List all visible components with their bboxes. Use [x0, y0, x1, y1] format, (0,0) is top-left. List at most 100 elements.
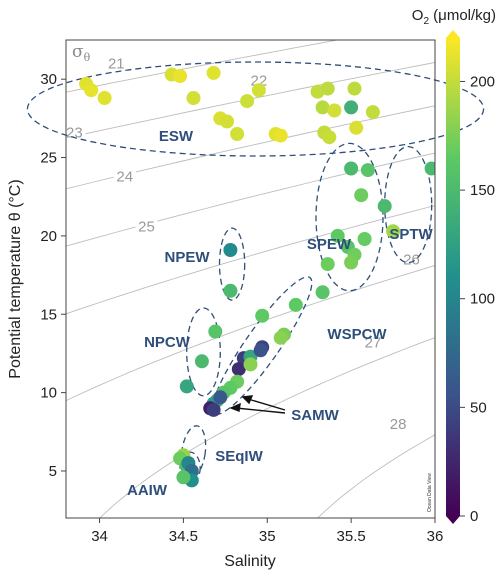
- y-axis-label: Potential temperature θ (°C): [7, 179, 24, 378]
- data-point: [208, 324, 223, 339]
- sigma-theta-symbol: σθ: [72, 42, 91, 64]
- npew-outline: [218, 227, 246, 301]
- data-point: [357, 232, 372, 246]
- samw-arrowhead-upper: [241, 395, 254, 405]
- y-tick-label: 5: [49, 463, 57, 480]
- data-point: [386, 224, 401, 239]
- data-point: [320, 81, 335, 96]
- x-axis-label: Salinity: [224, 553, 276, 570]
- samw-arrow-lower: [235, 407, 286, 414]
- data-point: [230, 127, 245, 141]
- isopycnal-label-bg: [113, 166, 136, 185]
- spew-outline: [315, 142, 384, 292]
- colorbar-tick-label: 200: [470, 73, 495, 90]
- isopycnal-label: 26: [403, 251, 420, 268]
- data-point: [330, 228, 345, 243]
- label-esw: ESW: [159, 128, 194, 145]
- data-point: [322, 130, 337, 145]
- colorbar-tick-label: 100: [470, 291, 495, 308]
- data-points: [79, 65, 435, 488]
- plot-frame: [65, 39, 436, 519]
- samw-arrows: [229, 395, 286, 414]
- y-ticks: 5 10 15 20 25 30: [40, 71, 66, 480]
- data-point: [327, 103, 342, 118]
- data-point: [349, 120, 364, 135]
- data-point: [223, 283, 238, 298]
- x-tick-label: 35: [259, 528, 276, 545]
- data-point: [240, 94, 255, 109]
- x-tick-label: 34: [91, 528, 108, 545]
- data-point: [173, 69, 188, 83]
- data-point: [315, 285, 330, 300]
- isopycnal-label: 21: [108, 56, 125, 73]
- data-point: [194, 354, 209, 369]
- npcw-outline: [186, 307, 221, 397]
- x-tick-label: 35.5: [337, 528, 366, 545]
- colorbar-label: O2 (μmol/kg): [412, 7, 496, 27]
- data-point: [424, 161, 435, 176]
- data-point: [253, 343, 268, 358]
- colorbar-tick-label: 150: [470, 182, 495, 199]
- isopycnal-label-bg: [135, 216, 158, 235]
- colorbar-ticks: 0 50 100 150 200: [460, 73, 495, 525]
- label-wspcw: WSPCW: [327, 326, 387, 343]
- data-point: [223, 243, 238, 257]
- samw-arrowhead-lower: [229, 402, 241, 412]
- data-point: [354, 188, 369, 203]
- data-point: [84, 83, 99, 98]
- water-mass-outlines: [26, 61, 485, 485]
- y-tick-label: 10: [40, 385, 57, 402]
- isopycnal-label: 23: [66, 124, 83, 141]
- isopycnal-line: [99, 337, 435, 518]
- data-point: [206, 402, 221, 417]
- isopycnal-label: 28: [390, 416, 407, 433]
- data-point: [231, 362, 246, 377]
- label-spew: SPEW: [307, 236, 352, 253]
- isopycnal-line: [317, 434, 435, 518]
- data-point: [251, 83, 266, 98]
- y-tick-label: 25: [40, 150, 57, 167]
- label-seqiw: SEqIW: [215, 448, 263, 465]
- data-point: [255, 308, 270, 323]
- isopycnal-label-bg: [66, 122, 86, 141]
- data-point: [243, 357, 258, 372]
- wspcw-outline: [211, 276, 313, 416]
- colorbar-bottom-arrow: [446, 516, 460, 524]
- data-point: [186, 91, 201, 105]
- isopycnal-label-bg: [361, 332, 384, 351]
- water-mass-labels: ESW SPEW SPTW NPEW NPCW WSPCW SAMW SEqIW…: [127, 128, 434, 499]
- y-tick-label: 20: [40, 228, 57, 245]
- data-point: [288, 297, 303, 312]
- data-point: [273, 330, 288, 345]
- data-point: [315, 100, 330, 115]
- label-npew: NPEW: [165, 249, 211, 266]
- data-point: [220, 114, 234, 129]
- isopycnal-label-bg: [400, 249, 423, 268]
- isopycnal-label: 25: [138, 218, 155, 235]
- data-point: [344, 100, 359, 115]
- odv-watermark: Ocean Data View: [427, 473, 433, 512]
- label-samw: SAMW: [291, 407, 339, 424]
- data-point: [206, 65, 221, 80]
- data-point: [344, 255, 359, 270]
- data-point: [273, 128, 288, 143]
- data-point: [377, 199, 392, 214]
- data-point: [97, 91, 112, 105]
- data-point: [347, 81, 362, 96]
- isopycnal-label-bg: [247, 70, 270, 89]
- isopycnal-label-bg: [105, 53, 128, 72]
- x-ticks: 34 34.5 35 35.5 36: [91, 518, 443, 545]
- data-point: [176, 470, 191, 485]
- data-point: [360, 163, 375, 178]
- esw-outline: [26, 61, 485, 157]
- x-tick-label: 34.5: [169, 528, 198, 545]
- x-tick-label: 36: [427, 528, 444, 545]
- data-point: [213, 390, 228, 405]
- isopycnal-label: 27: [365, 334, 382, 351]
- isopycnal-label: 24: [116, 168, 133, 185]
- label-sptw: SPTW: [389, 226, 433, 243]
- label-npcw: NPCW: [144, 334, 191, 351]
